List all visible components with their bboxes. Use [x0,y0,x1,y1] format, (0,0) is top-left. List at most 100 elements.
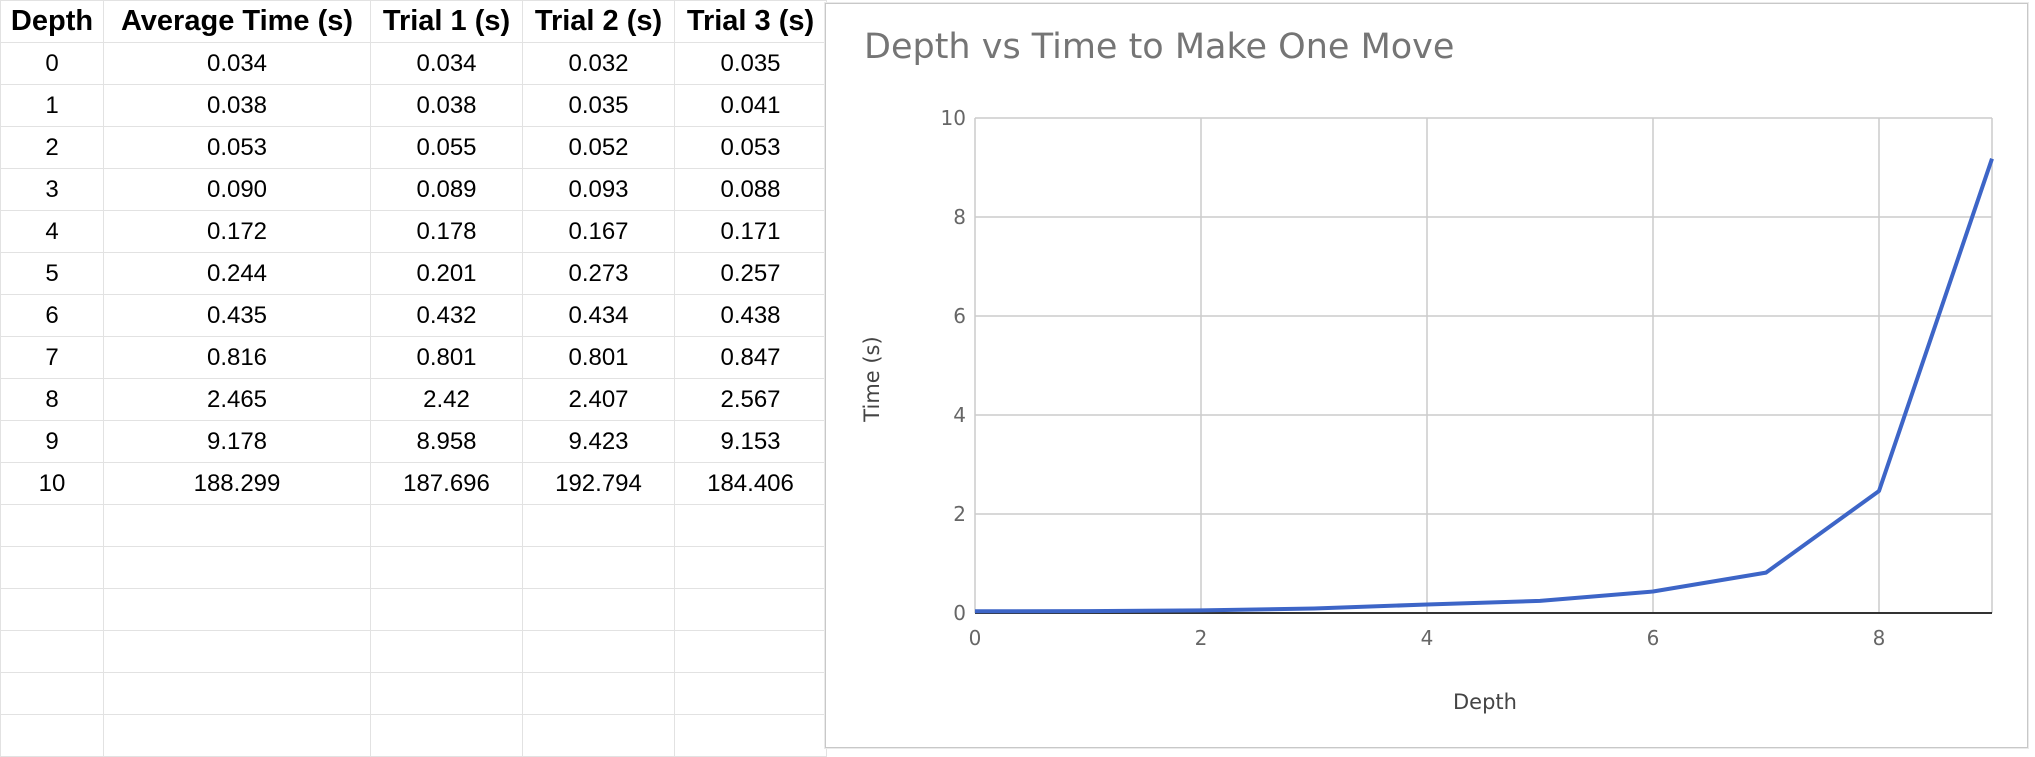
table-cell[interactable]: 6 [0,294,104,337]
table-row: 5 0.244 0.201 0.273 0.257 [0,252,827,295]
table-cell[interactable] [103,630,371,673]
table-cell[interactable]: 0.435 [103,294,371,337]
x-axis-ticks: 0 2 4 6 8 [969,626,1886,650]
table-cell[interactable]: 0.035 [522,84,675,127]
table-cell[interactable]: 0.093 [522,168,675,211]
table-cell[interactable] [103,546,371,589]
table-cell[interactable] [522,546,675,589]
table-cell[interactable]: 0.038 [370,84,523,127]
table-cell[interactable] [0,630,104,673]
header-cell-depth[interactable]: Depth [0,0,104,43]
table-cell[interactable]: 8 [0,378,104,421]
table-cell[interactable]: 0.052 [522,126,675,169]
table-cell[interactable]: 0.053 [674,126,827,169]
table-cell[interactable]: 0.090 [103,168,371,211]
table-cell[interactable] [0,546,104,589]
table-cell[interactable]: 0.257 [674,252,827,295]
table-cell[interactable] [674,630,827,673]
table-cell[interactable] [674,672,827,715]
table-cell[interactable]: 9.423 [522,420,675,463]
table-cell[interactable]: 0.172 [103,210,371,253]
empty-row [0,504,827,547]
table-cell[interactable]: 1 [0,84,104,127]
table-cell[interactable] [103,588,371,631]
table-cell[interactable]: 2 [0,126,104,169]
table-cell[interactable] [674,714,827,757]
table-cell[interactable]: 0 [0,42,104,85]
table-cell[interactable]: 4 [0,210,104,253]
x-axis-label: Depth [1453,690,1517,714]
table-cell[interactable] [674,546,827,589]
table-cell[interactable] [370,588,523,631]
line-chart: Depth vs Time to Make One Move 0 2 4 6 8 10 0… [860,27,1994,714]
table-cell[interactable]: 0.167 [522,210,675,253]
table-cell[interactable] [522,714,675,757]
table-cell[interactable]: 2.407 [522,378,675,421]
table-cell[interactable] [522,672,675,715]
header-cell-trial-2[interactable]: Trial 2 (s) [522,0,675,43]
table-cell[interactable]: 7 [0,336,104,379]
table-cell[interactable]: 0.038 [103,84,371,127]
table-cell[interactable]: 184.406 [674,462,827,505]
table-cell[interactable] [370,672,523,715]
table-cell[interactable] [522,630,675,673]
table-cell[interactable] [0,504,104,547]
table-cell[interactable]: 5 [0,252,104,295]
table-row: 10 188.299 187.696 192.794 184.406 [0,462,827,505]
table-cell[interactable] [370,504,523,547]
table-cell[interactable]: 9 [0,420,104,463]
table-cell[interactable] [370,546,523,589]
table-cell[interactable]: 0.847 [674,336,827,379]
x-tick-label: 4 [1421,626,1434,650]
table-cell[interactable]: 0.034 [103,42,371,85]
table-cell[interactable]: 0.034 [370,42,523,85]
table-cell[interactable] [103,504,371,547]
data-table: Depth Average Time (s) Trial 1 (s) Trial… [0,0,827,757]
table-cell[interactable] [674,588,827,631]
table-cell[interactable]: 0.089 [370,168,523,211]
table-cell[interactable]: 0.035 [674,42,827,85]
table-cell[interactable]: 0.273 [522,252,675,295]
table-cell[interactable]: 2.567 [674,378,827,421]
table-cell[interactable]: 0.201 [370,252,523,295]
table-cell[interactable] [103,714,371,757]
table-cell[interactable] [674,504,827,547]
table-cell[interactable]: 0.171 [674,210,827,253]
header-cell-average-time[interactable]: Average Time (s) [103,0,371,43]
header-cell-trial-3[interactable]: Trial 3 (s) [674,0,827,43]
table-cell[interactable] [370,630,523,673]
table-cell[interactable]: 0.801 [522,336,675,379]
table-cell[interactable] [522,588,675,631]
table-cell[interactable]: 8.958 [370,420,523,463]
table-cell[interactable]: 3 [0,168,104,211]
chart-panel[interactable]: Depth vs Time to Make One Move 0 2 4 6 8 10 0… [825,3,2028,748]
table-cell[interactable]: 9.153 [674,420,827,463]
table-cell[interactable]: 10 [0,462,104,505]
table-cell[interactable] [522,504,675,547]
table-cell[interactable]: 0.816 [103,336,371,379]
table-cell[interactable]: 192.794 [522,462,675,505]
table-cell[interactable]: 187.696 [370,462,523,505]
table-cell[interactable] [370,714,523,757]
table-cell[interactable]: 0.055 [370,126,523,169]
table-cell[interactable]: 0.438 [674,294,827,337]
table-cell[interactable]: 188.299 [103,462,371,505]
table-cell[interactable]: 0.434 [522,294,675,337]
table-cell[interactable]: 9.178 [103,420,371,463]
table-cell[interactable]: 0.801 [370,336,523,379]
y-tick-label: 10 [941,106,966,130]
table-cell[interactable]: 0.088 [674,168,827,211]
table-cell[interactable] [0,588,104,631]
header-cell-trial-1[interactable]: Trial 1 (s) [370,0,523,43]
table-cell[interactable]: 0.432 [370,294,523,337]
table-cell[interactable]: 0.053 [103,126,371,169]
table-cell[interactable]: 2.42 [370,378,523,421]
table-cell[interactable]: 0.032 [522,42,675,85]
table-cell[interactable]: 0.178 [370,210,523,253]
table-cell[interactable]: 2.465 [103,378,371,421]
table-cell[interactable]: 0.041 [674,84,827,127]
table-cell[interactable]: 0.244 [103,252,371,295]
table-cell[interactable] [103,672,371,715]
table-cell[interactable] [0,714,104,757]
table-cell[interactable] [0,672,104,715]
